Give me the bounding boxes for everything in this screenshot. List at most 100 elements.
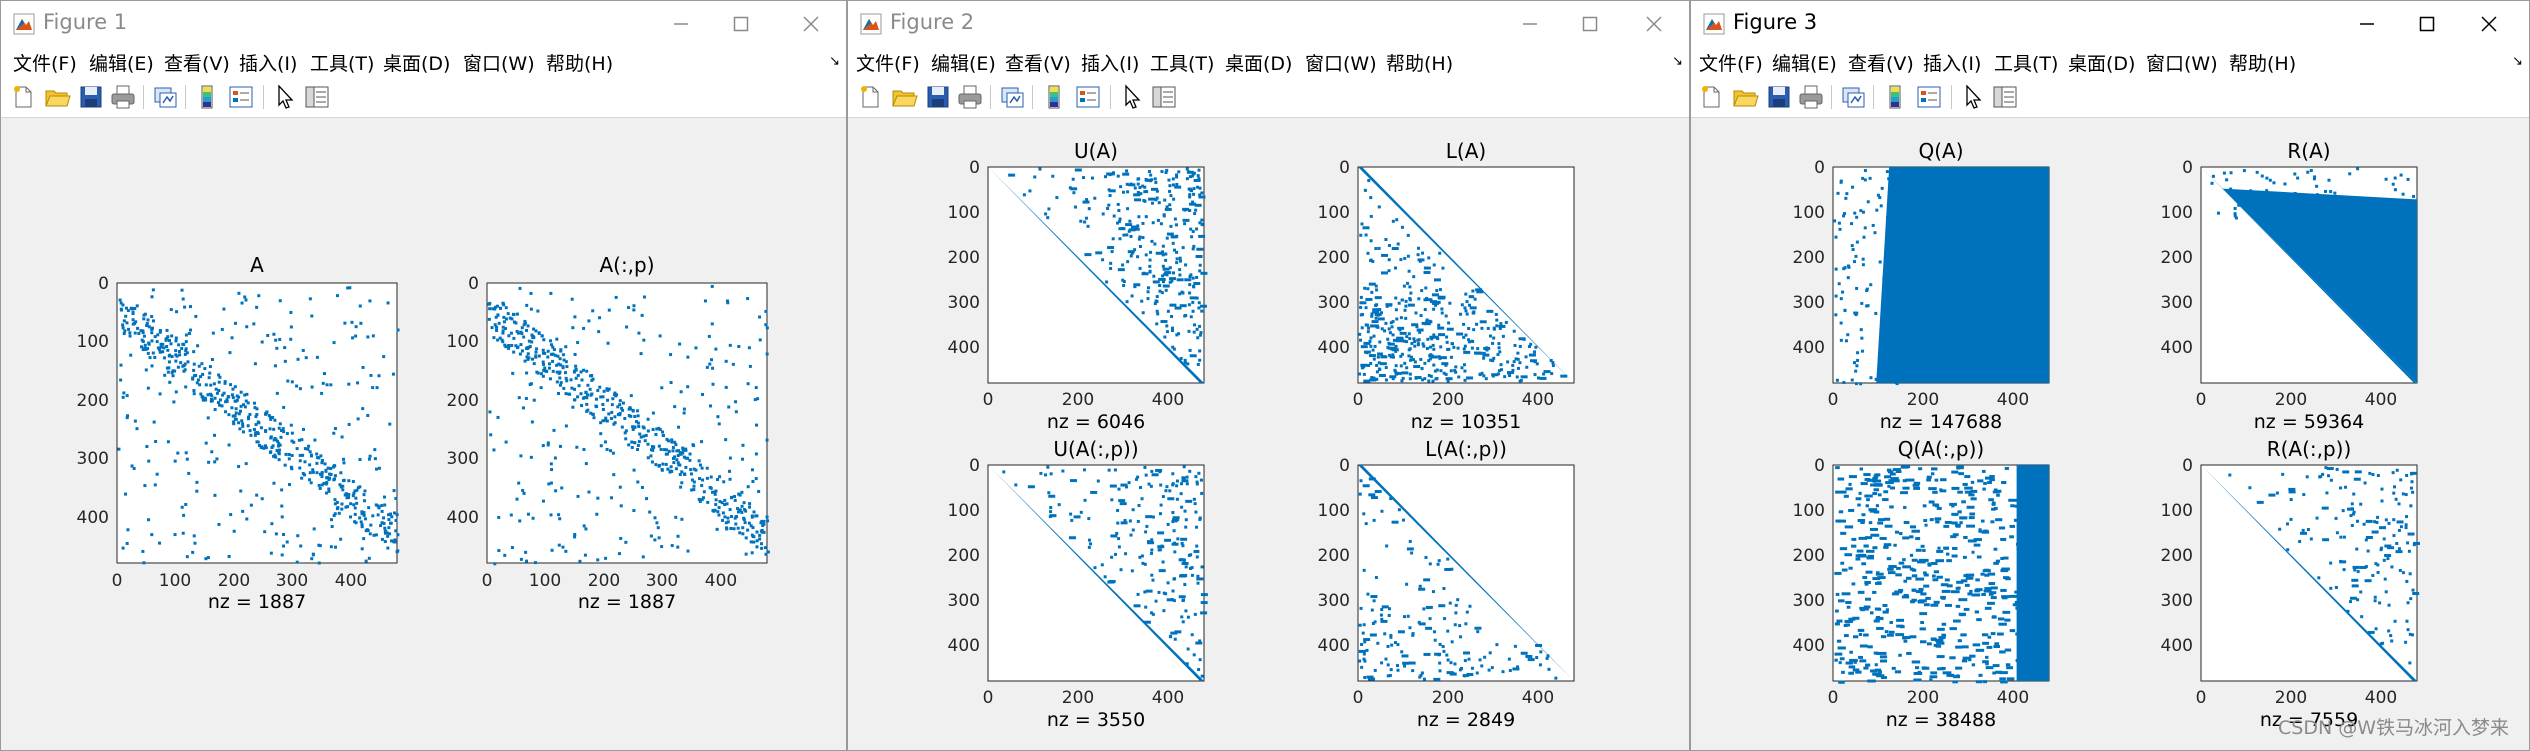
close-button[interactable]	[2469, 7, 2509, 41]
nonzero-block	[2355, 547, 2359, 551]
menu-insert[interactable]: 插入(I)	[1081, 53, 1140, 75]
nonzero-block	[1173, 248, 1177, 252]
nonzero-block	[1441, 645, 1445, 649]
property-inspector-icon[interactable]	[1150, 83, 1178, 111]
title-bar[interactable]: Figure 3	[1691, 1, 2529, 47]
nonzero-block	[1425, 320, 1429, 324]
minimize-button[interactable]	[2347, 7, 2387, 41]
dock-arrow-icon[interactable]: ↘	[1672, 53, 1683, 68]
nonzero-block	[525, 559, 529, 563]
menu-window[interactable]: 窗口(W)	[1305, 53, 1377, 75]
open-file-icon[interactable]	[890, 83, 918, 111]
print-icon[interactable]	[109, 83, 137, 111]
nonzero-block	[1472, 328, 1476, 332]
nonzero-block	[1359, 305, 1363, 309]
colorbar-icon[interactable]	[193, 83, 221, 111]
nonzero-block	[2016, 547, 2026, 551]
maximize-button[interactable]	[1570, 7, 1610, 41]
new-figure-icon[interactable]	[9, 83, 37, 111]
legend-icon[interactable]	[1074, 83, 1102, 111]
link-plot-icon[interactable]	[151, 83, 179, 111]
menu-view[interactable]: 查看(V)	[1848, 53, 1914, 75]
nonzero-block	[1008, 173, 1016, 177]
edit-plot-arrow-icon[interactable]	[1959, 83, 1987, 111]
legend-icon[interactable]	[227, 83, 255, 111]
menu-view[interactable]: 查看(V)	[164, 53, 230, 75]
menu-file[interactable]: 文件(F)	[13, 53, 77, 75]
link-plot-icon[interactable]	[998, 83, 1026, 111]
spy-plot[interactable]: 0 200 400 0 100 200 300 400	[1753, 158, 2103, 425]
open-file-icon[interactable]	[43, 83, 71, 111]
menu-edit[interactable]: 编辑(E)	[931, 53, 996, 75]
menu-help[interactable]: 帮助(H)	[546, 53, 614, 75]
close-button[interactable]	[1634, 7, 1674, 41]
legend-icon[interactable]	[1915, 83, 1943, 111]
nonzero-block	[1862, 235, 1866, 239]
nonzero-block	[1198, 639, 1202, 643]
new-figure-icon[interactable]	[1697, 83, 1725, 111]
spy-plot[interactable]: 0 200 400 0 100 200 300 400	[2121, 158, 2471, 425]
edit-plot-arrow-icon[interactable]	[271, 83, 299, 111]
nonzero-block	[1440, 307, 1444, 311]
spy-plot[interactable]: 0 200 400 0 100 200 300 400	[1278, 456, 1628, 723]
menu-desktop[interactable]: 桌面(D)	[2068, 53, 2136, 75]
menu-tools[interactable]: 工具(T)	[1150, 53, 1215, 75]
menu-tools[interactable]: 工具(T)	[1994, 53, 2059, 75]
spy-plot[interactable]: 0 100 200 300 400 0 100 200 300 400	[51, 274, 401, 599]
save-icon[interactable]	[1765, 83, 1793, 111]
nonzero-block	[1951, 486, 1960, 490]
maximize-button[interactable]	[721, 7, 761, 41]
menu-desktop[interactable]: 桌面(D)	[1225, 53, 1293, 75]
print-icon[interactable]	[956, 83, 984, 111]
menu-insert[interactable]: 插入(I)	[1923, 53, 1982, 75]
spy-plot[interactable]: 0 200 400 0 100 200 300 400	[1278, 158, 1628, 425]
property-inspector-icon[interactable]	[1991, 83, 2019, 111]
menu-insert[interactable]: 插入(I)	[239, 53, 298, 75]
dock-arrow-icon[interactable]: ↘	[829, 53, 840, 68]
spy-plot[interactable]: 0 200 400 0 100 200 300 400	[1753, 456, 2103, 723]
menu-desktop[interactable]: 桌面(D)	[383, 53, 451, 75]
dock-arrow-icon[interactable]: ↘	[2512, 53, 2523, 68]
spy-plot[interactable]: 0 100 200 300 400 0 100 200 300 400	[421, 274, 771, 599]
close-button[interactable]	[791, 7, 831, 41]
save-icon[interactable]	[924, 83, 952, 111]
title-bar[interactable]: Figure 2	[848, 1, 1689, 47]
nonzero-block	[1389, 633, 1393, 637]
maximize-button[interactable]	[2407, 7, 2447, 41]
nonzero-block	[1992, 664, 2000, 668]
nonzero-block	[241, 430, 245, 434]
property-inspector-icon[interactable]	[303, 83, 331, 111]
nonzero-block	[248, 412, 252, 416]
new-figure-icon[interactable]	[856, 83, 884, 111]
spy-plot[interactable]: 0 200 400 0 100 200 300 400	[2121, 456, 2471, 723]
nonzero-block	[1872, 479, 1876, 483]
link-plot-icon[interactable]	[1839, 83, 1867, 111]
nonzero-block	[549, 352, 553, 356]
colorbar-icon[interactable]	[1881, 83, 1909, 111]
menu-view[interactable]: 查看(V)	[1005, 53, 1071, 75]
colorbar-icon[interactable]	[1040, 83, 1068, 111]
menu-help[interactable]: 帮助(H)	[1386, 53, 1454, 75]
nonzero-block	[1370, 376, 1374, 380]
title-bar[interactable]: Figure 1	[1, 1, 846, 47]
menu-file[interactable]: 文件(F)	[1699, 53, 1763, 75]
spy-plot[interactable]: 0 200 400 0 100 200 300 400	[908, 456, 1258, 723]
minimize-button[interactable]	[661, 7, 701, 41]
spy-plot[interactable]: 0 200 400 0 100 200 300 400	[908, 158, 1258, 425]
nonzero-block	[1860, 349, 1864, 353]
menu-help[interactable]: 帮助(H)	[2229, 53, 2297, 75]
nonzero-region	[1358, 167, 1574, 383]
nonzero-block	[239, 404, 243, 408]
menu-window[interactable]: 窗口(W)	[2146, 53, 2218, 75]
print-icon[interactable]	[1797, 83, 1825, 111]
menu-file[interactable]: 文件(F)	[856, 53, 920, 75]
minimize-button[interactable]	[1510, 7, 1550, 41]
menu-edit[interactable]: 编辑(E)	[1772, 53, 1837, 75]
menu-tools[interactable]: 工具(T)	[310, 53, 375, 75]
menu-window[interactable]: 窗口(W)	[463, 53, 535, 75]
open-file-icon[interactable]	[1731, 83, 1759, 111]
edit-plot-arrow-icon[interactable]	[1118, 83, 1146, 111]
menu-edit[interactable]: 编辑(E)	[89, 53, 154, 75]
nonzero-block	[680, 517, 684, 521]
save-icon[interactable]	[77, 83, 105, 111]
